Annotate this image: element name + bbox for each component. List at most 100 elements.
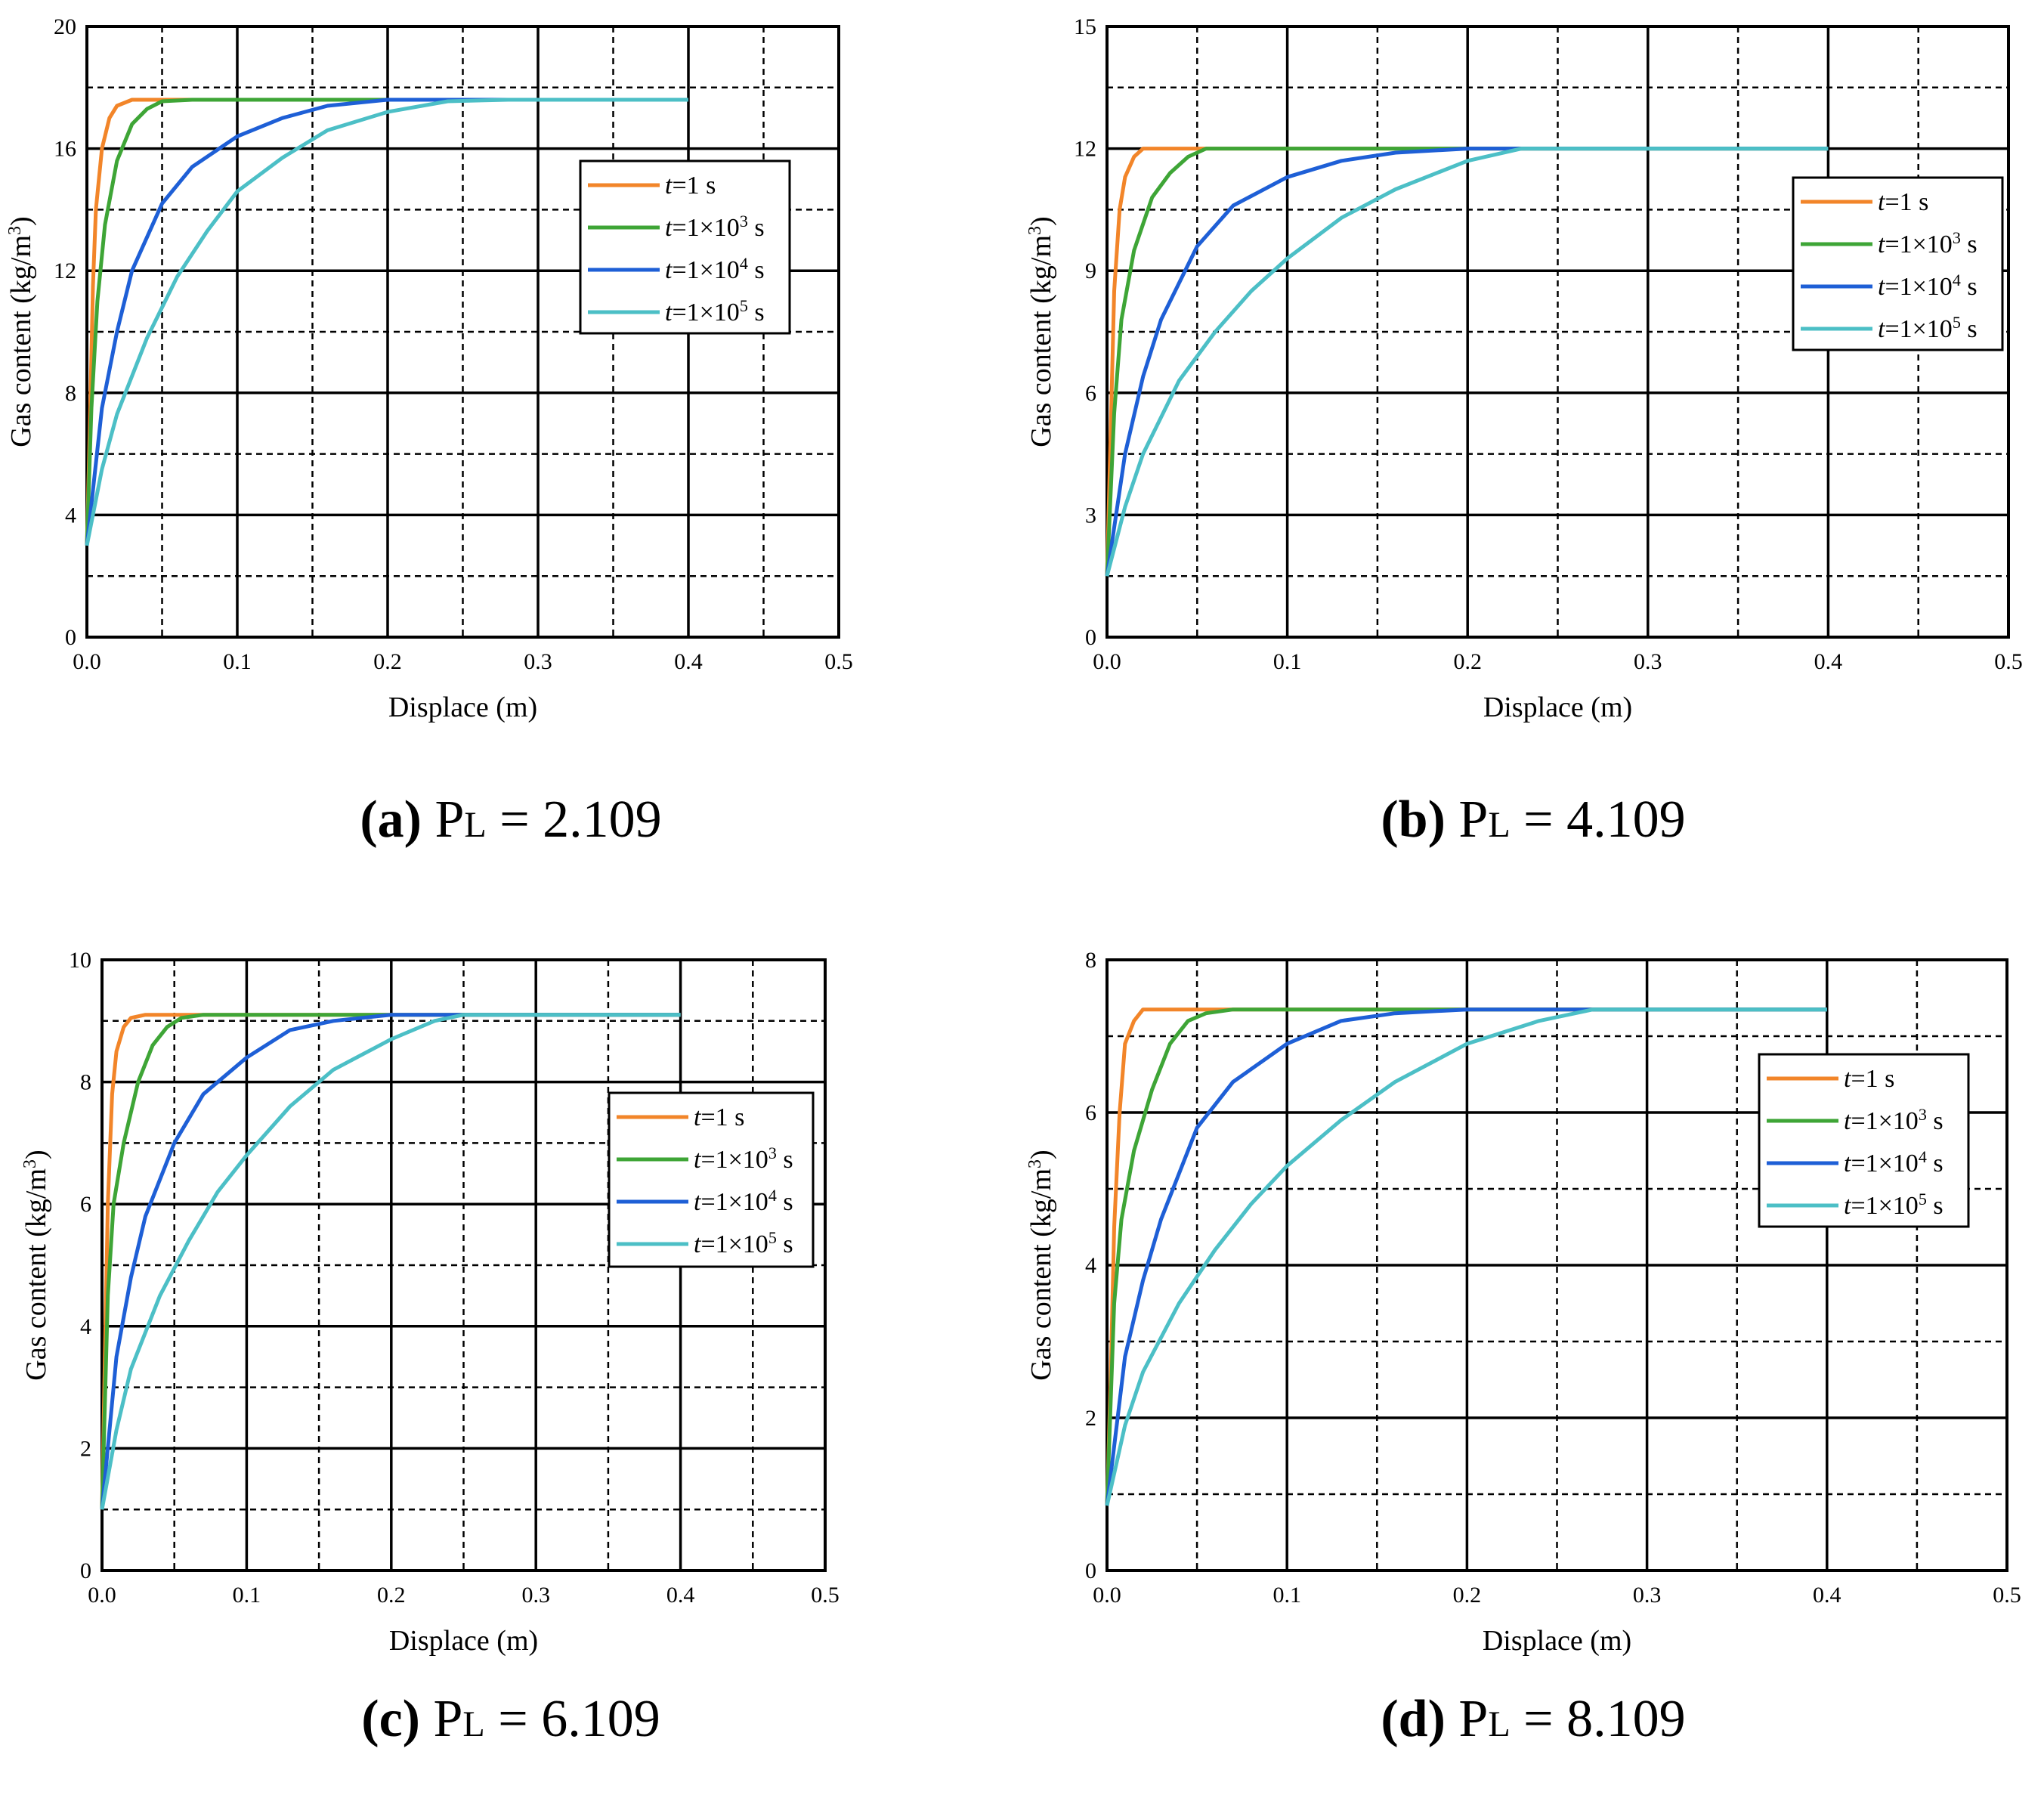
caption-b-prefix: P <box>1458 791 1489 849</box>
x-axis-label: Displace (m) <box>389 1625 538 1657</box>
legend-label-1: t=1 s <box>1844 1065 1894 1093</box>
y-tick-label: 8 <box>65 381 76 406</box>
x-tick-label: 0.1 <box>233 1583 261 1608</box>
legend-label-2: t=1×103 s <box>665 212 765 243</box>
legend-label-3: t=1×104 s <box>1878 271 1978 302</box>
legend-label-4: t=1×105 s <box>665 296 765 327</box>
x-tick-label: 0.0 <box>1093 649 1121 674</box>
y-tick-label: 2 <box>1085 1406 1096 1431</box>
plot-frame <box>1105 958 2008 1572</box>
y-tick-label: 16 <box>54 137 76 162</box>
caption-b-value: = 4.109 <box>1510 791 1686 849</box>
caption-c-sub: L <box>462 1704 485 1744</box>
legend-label-2: t=1×103 s <box>694 1143 793 1174</box>
series-line-2 <box>85 97 688 546</box>
legend-label-1: t=1 s <box>1878 188 1928 216</box>
y-axis-label: Gas content (kg/m3) <box>1025 216 1057 447</box>
x-tick-label: 0.3 <box>1633 1583 1662 1608</box>
chart-panel-c: 0.0 0.1 0.2 0.3 0.4 0.5 0 2 4 6 8 10 Displace (m) Gas… <box>0 899 1022 1798</box>
caption-d-prefix: P <box>1458 1690 1489 1748</box>
caption-d-label: (d) <box>1381 1690 1446 1748</box>
legend-label-1: t=1 s <box>665 172 716 200</box>
x-tick-label: 0.5 <box>1994 649 2023 674</box>
legend-label-3: t=1×104 s <box>1844 1147 1944 1178</box>
x-tick-label: 0.4 <box>674 649 703 674</box>
y-tick-label: 6 <box>1085 1100 1096 1125</box>
x-tick-label: 0.2 <box>1453 1583 1482 1608</box>
x-tick-label: 0.4 <box>1813 1583 1841 1608</box>
plot-frame <box>1105 25 2010 639</box>
caption-b-sub: L <box>1488 805 1511 845</box>
caption-a: (a) PL = 2.109 <box>0 790 1022 850</box>
x-axis-label: Displace (m) <box>1483 1625 1631 1657</box>
legend-label-3: t=1×104 s <box>694 1186 793 1217</box>
x-tick-label: 0.2 <box>1453 649 1482 674</box>
y-tick-label: 0 <box>1085 1558 1096 1583</box>
y-tick-label: 4 <box>80 1314 91 1339</box>
legend-box <box>1758 1053 1970 1228</box>
series-line-3 <box>85 97 688 546</box>
legend-label-3: t=1×104 s <box>665 254 765 285</box>
legend-label-4: t=1×105 s <box>1878 313 1978 344</box>
x-tick-label: 0.3 <box>524 649 552 674</box>
chart-panel-a: 0.0 0.1 0.2 0.3 0.4 0.5 0 4 8 12 16 20 Displace (m) G… <box>0 0 1022 899</box>
x-tick-label: 0.4 <box>666 1583 695 1608</box>
y-tick-label: 0 <box>80 1558 91 1583</box>
chart-b: 0.0 0.1 0.2 0.3 0.4 0.5 0 3 6 9 12 15 Displace (m) Ga… <box>1025 14 2023 723</box>
plot-frame <box>100 958 827 1572</box>
caption-d-value: = 8.109 <box>1510 1690 1686 1748</box>
series-line-2 <box>1105 1007 1827 1506</box>
x-tick-label: 0.4 <box>1814 649 1843 674</box>
y-tick-label: 15 <box>1074 14 1096 39</box>
y-tick-label: 3 <box>1085 503 1096 528</box>
legend-box <box>1792 176 2004 351</box>
legend-label-2: t=1×103 s <box>1878 228 1978 259</box>
y-axis-label: Gas content (kg/m3) <box>20 1150 52 1380</box>
series-line-4 <box>85 97 688 546</box>
y-tick-label: 6 <box>1085 381 1096 406</box>
plot-frame <box>85 25 840 639</box>
x-tick-label: 0.3 <box>521 1583 550 1608</box>
caption-a-value: = 2.109 <box>486 791 662 849</box>
series-line-1 <box>1105 147 1829 577</box>
x-axis-label: Displace (m) <box>1483 692 1632 723</box>
chart-d: 0.0 0.1 0.2 0.3 0.4 0.5 0 2 4 6 8 Displace (m) Gas c… <box>1025 948 2021 1657</box>
legend-box <box>579 159 791 335</box>
x-tick-label: 0.3 <box>1634 649 1662 674</box>
legend-label-4: t=1×105 s <box>1844 1190 1944 1221</box>
series-line-2 <box>100 1013 681 1510</box>
x-tick-label: 0.5 <box>811 1583 840 1608</box>
caption-d-sub: L <box>1488 1704 1511 1744</box>
caption-c-value: = 6.109 <box>484 1690 660 1748</box>
y-tick-label: 4 <box>1085 1253 1096 1278</box>
y-tick-label: 2 <box>80 1436 91 1461</box>
caption-d: (d) PL = 8.109 <box>1022 1689 2044 1750</box>
y-tick-label: 10 <box>69 948 91 973</box>
legend-label-1: t=1 s <box>694 1103 744 1131</box>
series-line-2 <box>1105 147 1829 577</box>
series-line-4 <box>100 1013 681 1510</box>
y-tick-label: 12 <box>54 258 76 283</box>
series-line-1 <box>85 97 688 546</box>
caption-c: (c) PL = 6.109 <box>0 1689 1022 1750</box>
chart-a: 0.0 0.1 0.2 0.3 0.4 0.5 0 4 8 12 16 20 Displace (m) G… <box>5 14 853 723</box>
series-line-3 <box>1105 147 1829 577</box>
x-tick-label: 0.1 <box>1272 1583 1301 1608</box>
y-tick-label: 6 <box>80 1192 91 1217</box>
series-line-3 <box>100 1013 681 1510</box>
x-axis-label: Displace (m) <box>388 692 537 723</box>
caption-c-label: (c) <box>361 1690 420 1748</box>
y-axis-label: Gas content (kg/m3) <box>1025 1150 1057 1380</box>
legend-label-2: t=1×103 s <box>1844 1105 1944 1136</box>
caption-b-label: (b) <box>1381 791 1446 849</box>
chart-c: 0.0 0.1 0.2 0.3 0.4 0.5 0 2 4 6 8 10 Displace (m) Gas… <box>20 948 840 1657</box>
y-tick-label: 0 <box>65 625 76 650</box>
x-tick-label: 0.1 <box>1273 649 1302 674</box>
x-tick-label: 0.5 <box>1993 1583 2021 1608</box>
y-tick-label: 20 <box>54 14 76 39</box>
series-line-3 <box>1105 1007 1827 1506</box>
caption-a-sub: L <box>464 805 487 845</box>
y-tick-label: 12 <box>1074 137 1096 162</box>
chart-panel-b: 0.0 0.1 0.2 0.3 0.4 0.5 0 3 6 9 12 15 Displace (m) Ga… <box>1022 0 2044 899</box>
chart-panel-d: 0.0 0.1 0.2 0.3 0.4 0.5 0 2 4 6 8 Displace (m) Gas c… <box>1022 899 2044 1798</box>
